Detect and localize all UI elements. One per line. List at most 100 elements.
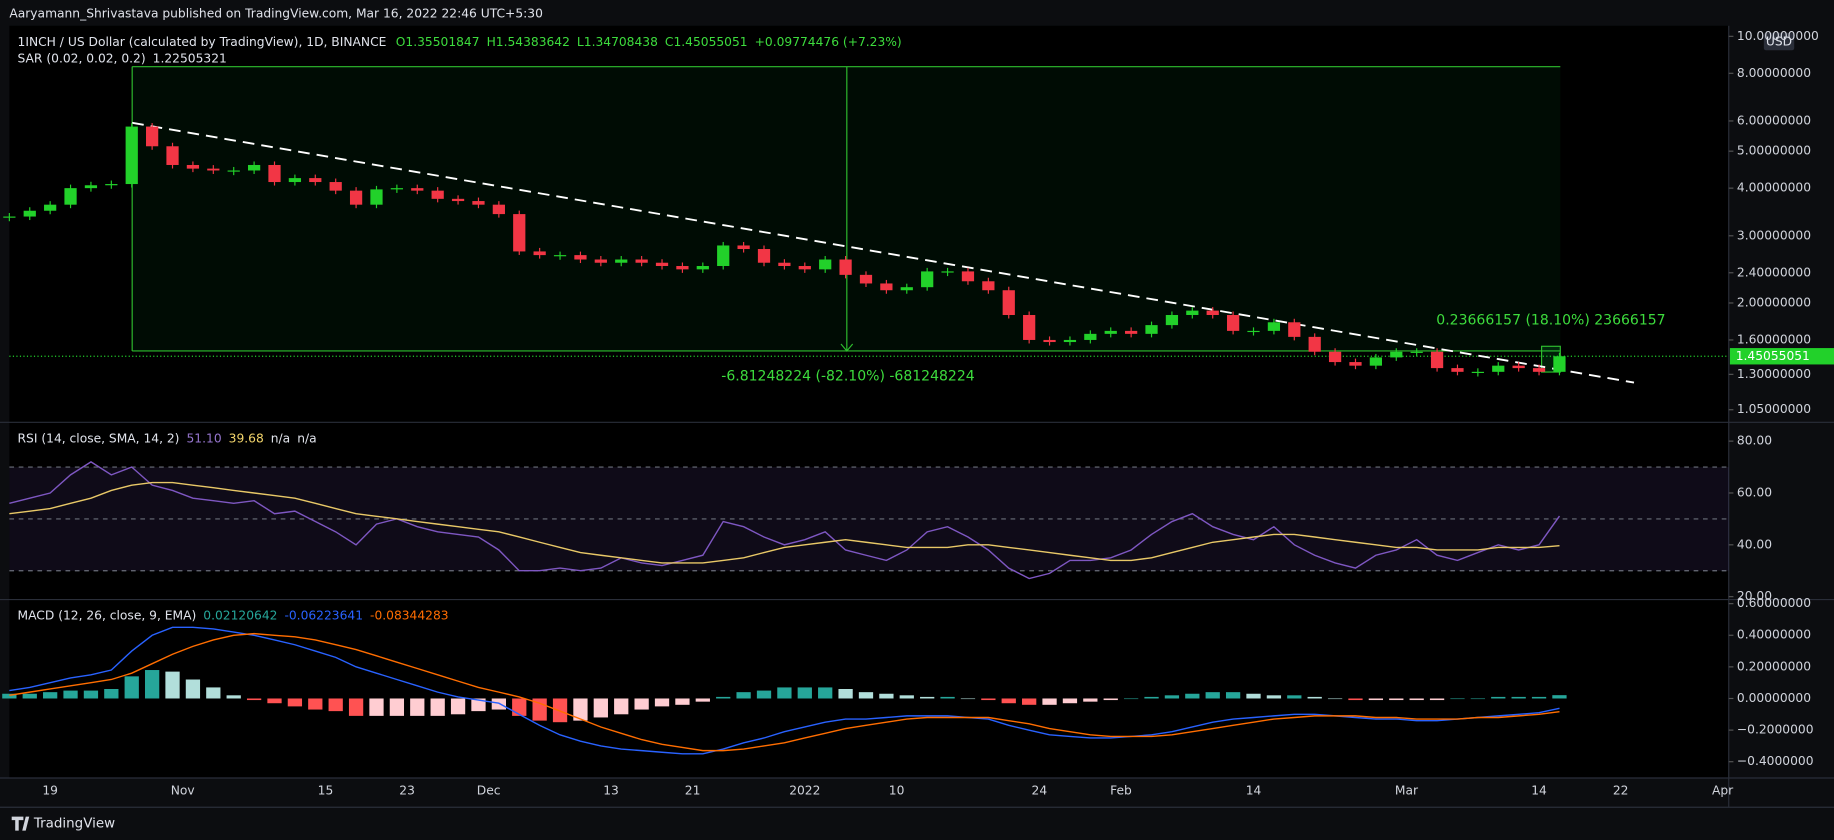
histogram-bar xyxy=(634,698,649,710)
y-tick-label: 40.00 xyxy=(1737,537,1772,551)
candle xyxy=(757,249,771,263)
candle xyxy=(1247,330,1260,333)
histogram-bar xyxy=(1348,698,1363,701)
histogram-bar xyxy=(1429,698,1445,701)
candle xyxy=(900,287,913,291)
candle xyxy=(44,204,57,211)
candle xyxy=(268,164,281,183)
candle xyxy=(594,259,607,263)
x-tick-label: 10 xyxy=(889,783,905,797)
y-tick-label: −0.2000000 xyxy=(1737,723,1814,737)
arrow-head xyxy=(840,343,854,352)
price-legend: 1INCH / US Dollar (calculated by Trading… xyxy=(18,35,902,49)
last-price-label: 1.45055051 xyxy=(1736,349,1810,363)
y-tick-label: 1.60000000 xyxy=(1737,332,1811,346)
indicator-line xyxy=(9,481,1560,564)
change: +0.09774476 (+7.23%) xyxy=(755,35,902,49)
candle xyxy=(635,259,648,263)
candle xyxy=(1471,371,1484,373)
candle xyxy=(1043,339,1056,343)
histogram-bar xyxy=(267,698,282,704)
rsi-value: 51.10 xyxy=(187,431,222,445)
histogram-bar xyxy=(410,698,425,716)
histogram-bar xyxy=(104,689,119,699)
currency-badge[interactable] xyxy=(1763,32,1795,51)
candle xyxy=(574,255,587,260)
histogram-bar xyxy=(450,698,466,715)
candle xyxy=(778,262,791,267)
rsi-sma-value: 39.68 xyxy=(229,431,264,445)
candle xyxy=(839,259,852,275)
histogram-bar xyxy=(1022,698,1037,705)
y-tick-label: 3.00000000 xyxy=(1737,228,1811,242)
histogram-bar xyxy=(185,679,201,699)
histogram-bar xyxy=(1225,692,1241,699)
candle xyxy=(1002,290,1015,316)
candle xyxy=(717,245,730,267)
y-tick-label: 2.00000000 xyxy=(1737,295,1811,309)
histogram-bar xyxy=(246,698,262,701)
histogram-bar xyxy=(512,698,527,716)
candle xyxy=(166,146,179,165)
y-tick-label: 1.05000000 xyxy=(1737,402,1811,416)
histogram-bar xyxy=(1531,696,1547,699)
candle xyxy=(370,189,383,205)
y-tick-label: 0.00000000 xyxy=(1737,691,1811,705)
candle xyxy=(1328,351,1342,363)
candle xyxy=(1553,356,1566,372)
histogram-bar xyxy=(818,687,833,699)
histogram-bar xyxy=(981,698,996,701)
candle xyxy=(1492,365,1505,372)
rsi-band: n/a xyxy=(271,431,290,445)
hist-value: 0.02120642 xyxy=(203,608,277,622)
candle xyxy=(472,201,485,205)
candle xyxy=(696,266,709,270)
currency[interactable]: USD xyxy=(1766,35,1792,49)
symbol: 1INCH / US Dollar (calculated by Trading… xyxy=(18,35,387,49)
histogram-bar xyxy=(1062,698,1078,704)
histogram-bar xyxy=(287,698,303,707)
histogram-bar xyxy=(430,698,445,716)
candle xyxy=(533,251,546,256)
candle xyxy=(105,184,118,186)
x-tick-label: 14 xyxy=(1246,783,1262,797)
x-tick-label: 13 xyxy=(603,783,619,797)
x-tick-label: 23 xyxy=(399,783,415,797)
rsi-title: RSI (14, close, SMA, 14, 2) xyxy=(18,431,180,445)
x-tick-label: 21 xyxy=(685,783,701,797)
histogram-bar xyxy=(1307,696,1322,699)
x-tick-label: Nov xyxy=(171,783,195,797)
sar-value: 1.22505321 xyxy=(153,51,227,65)
histogram-bar xyxy=(716,696,731,699)
histogram-bar xyxy=(899,695,914,699)
candle xyxy=(513,214,526,252)
histogram-bar xyxy=(858,692,874,699)
candle xyxy=(1451,368,1464,372)
candle xyxy=(553,255,567,257)
candle xyxy=(125,126,138,185)
last-price-box xyxy=(1729,348,1834,365)
candle xyxy=(247,164,261,171)
indicator-line xyxy=(9,461,1561,580)
candle xyxy=(390,188,403,190)
y-tick-label: 0.20000000 xyxy=(1737,659,1811,673)
histogram-bar xyxy=(165,671,180,699)
candle xyxy=(1165,315,1179,326)
histogram-bar xyxy=(389,698,405,716)
histogram-bar xyxy=(777,687,792,699)
candle xyxy=(1063,339,1077,343)
histogram-bar xyxy=(328,698,343,712)
indicator-line xyxy=(9,626,1560,755)
x-tick-label: 14 xyxy=(1531,783,1547,797)
y-tick-label: 6.00000000 xyxy=(1737,113,1811,127)
candle xyxy=(64,188,77,205)
histogram-bar xyxy=(940,696,955,699)
candle xyxy=(1390,351,1403,358)
x-tick-label: 22 xyxy=(1613,783,1629,797)
candle xyxy=(676,266,689,270)
macd-legend: MACD (12, 26, close, 9, EMA) 0.02120642 -0… xyxy=(18,608,449,622)
x-tick-label: 19 xyxy=(42,783,58,797)
x-tick-label: Apr xyxy=(1712,783,1734,797)
candle xyxy=(1532,368,1546,372)
histogram-bar xyxy=(1450,698,1465,700)
